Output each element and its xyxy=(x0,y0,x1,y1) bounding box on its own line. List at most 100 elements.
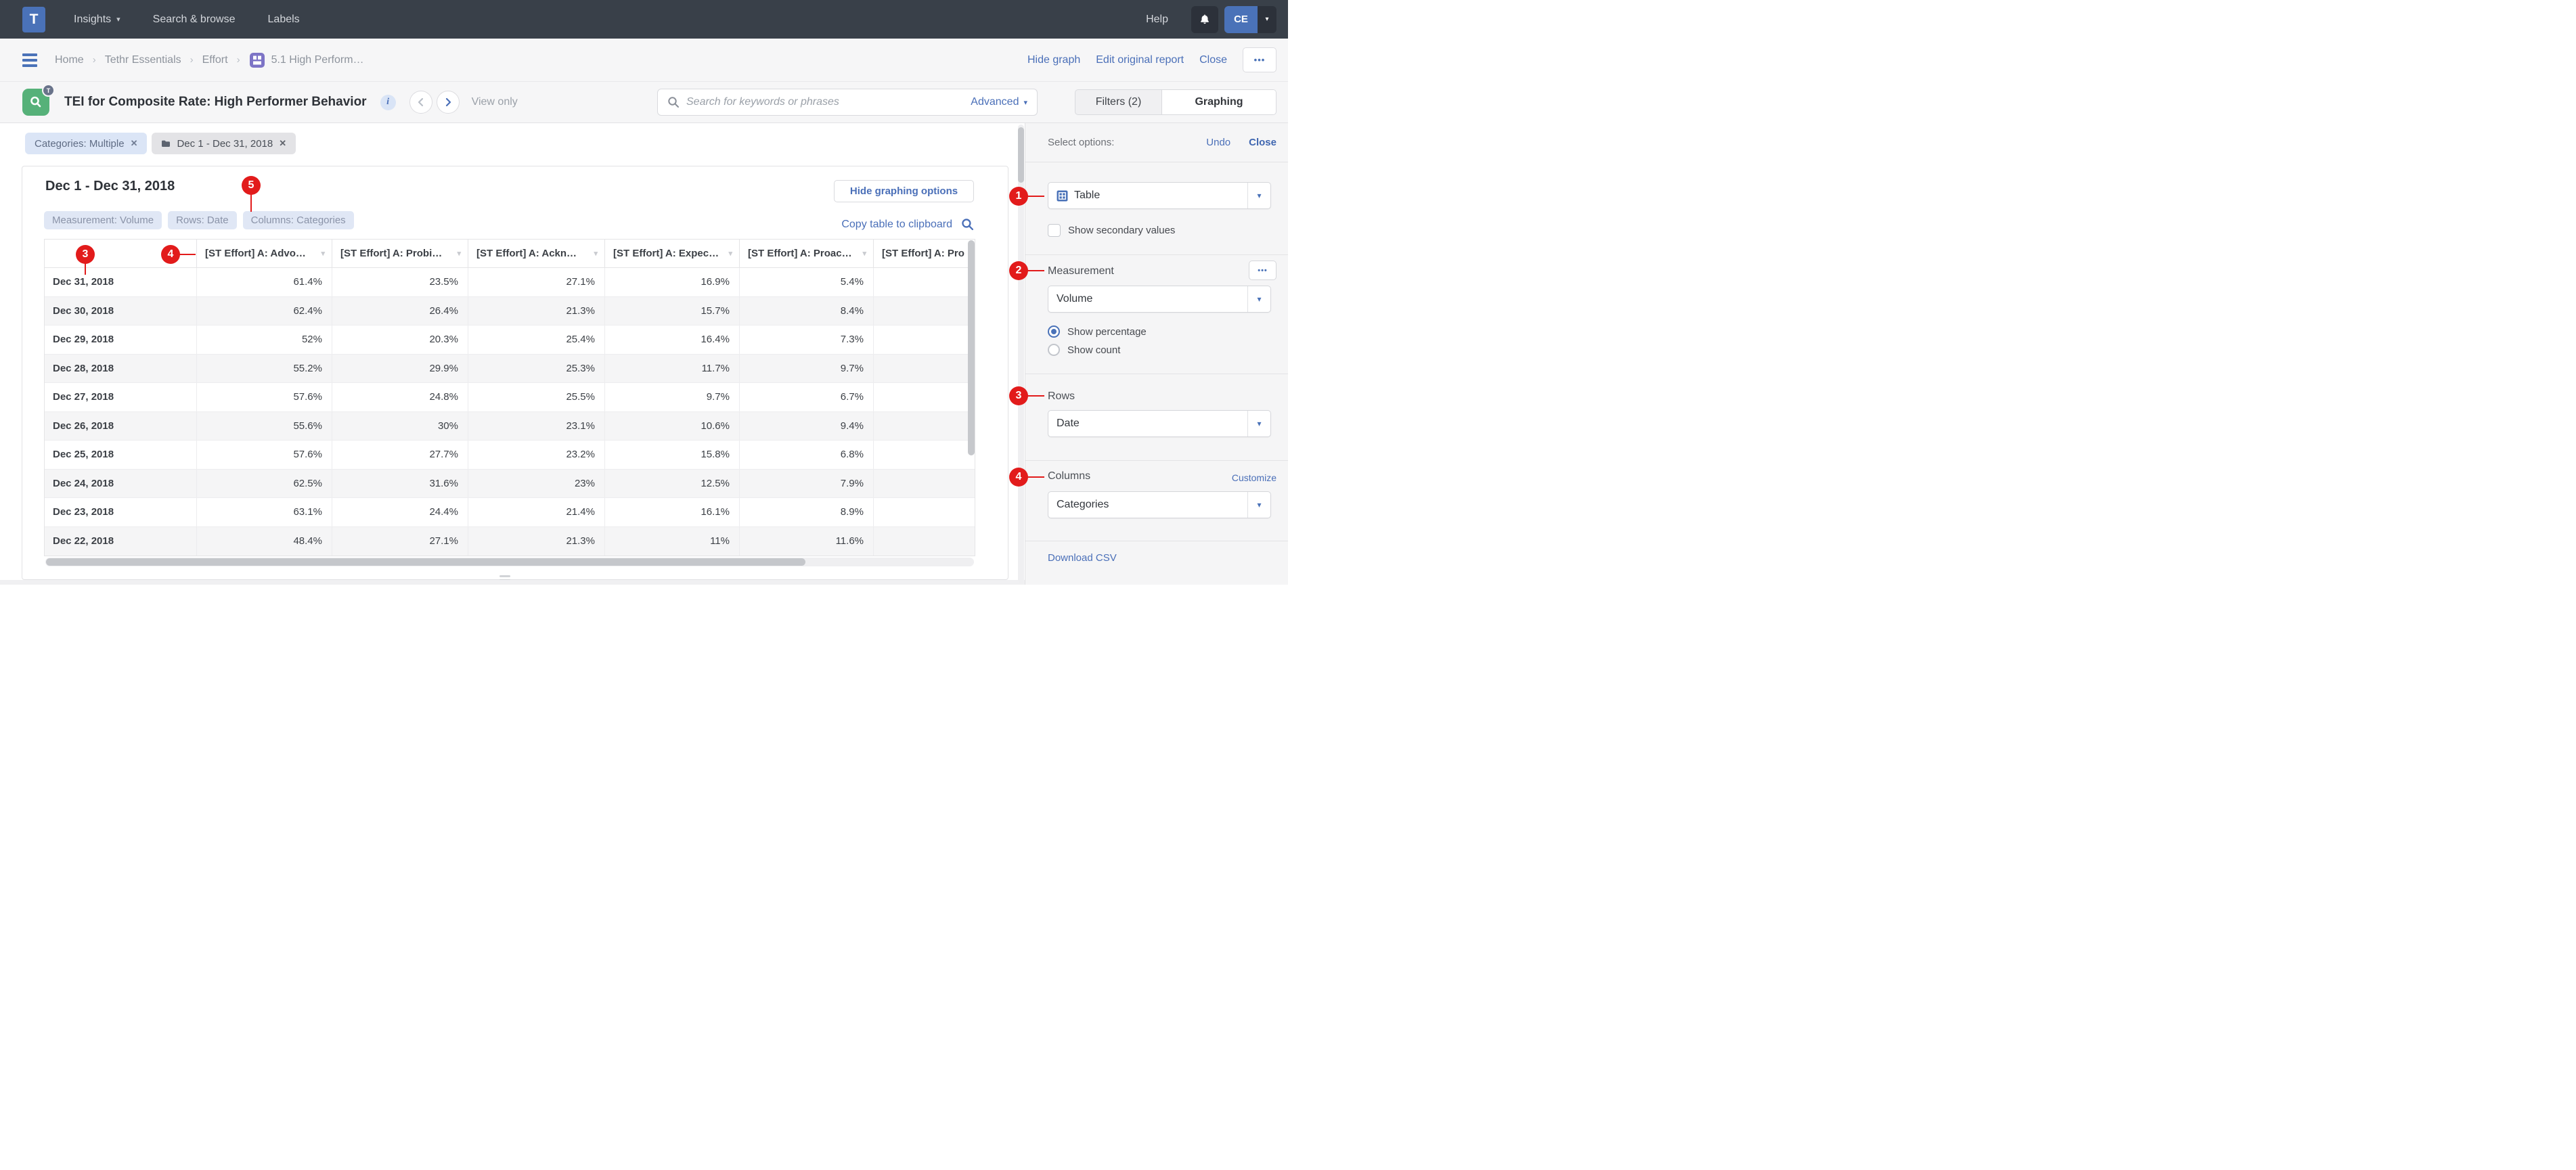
remove-filter-icon[interactable]: ✕ xyxy=(130,138,138,148)
chevron-down-icon[interactable]: ▾ xyxy=(1247,492,1270,518)
main-panel: Categories: Multiple ✕ Dec 1 - Dec 31, 2… xyxy=(0,123,1025,585)
search-input[interactable] xyxy=(686,96,971,108)
chevron-down-icon[interactable]: ▾ xyxy=(1247,183,1270,208)
app-root: T Insights ▾ Search & browse Labels Help… xyxy=(0,0,1288,585)
column-header[interactable]: [ST Effort] A: Probi… ▾ xyxy=(332,240,468,267)
divider xyxy=(1025,254,1288,255)
value-cell: 52% xyxy=(197,325,332,354)
remove-filter-icon[interactable]: ✕ xyxy=(279,138,287,148)
columns-dropdown[interactable]: Categories ▾ xyxy=(1048,491,1271,518)
row-date-cell: Dec 29, 2018 xyxy=(45,325,197,354)
breadcrumb-tethr-essentials[interactable]: Tethr Essentials xyxy=(104,53,181,66)
chevron-down-icon[interactable]: ▾ xyxy=(1258,5,1276,33)
more-icon: ••• xyxy=(1253,55,1266,65)
show-percentage-option[interactable]: Show percentage xyxy=(1048,325,1147,338)
nav-help[interactable]: Help xyxy=(1146,13,1168,25)
sort-icon[interactable]: ▾ xyxy=(321,250,325,258)
column-header[interactable]: [ST Effort] A: Advo… ▾ xyxy=(197,240,332,267)
search-icon[interactable] xyxy=(961,218,974,231)
column-header[interactable]: [ST Effort] A: Ackn… ▾ xyxy=(468,240,605,267)
value-cell: 62.4% xyxy=(197,296,332,325)
edit-original-report-link[interactable]: Edit original report xyxy=(1096,53,1184,66)
close-link[interactable]: Close xyxy=(1199,53,1227,66)
sort-icon[interactable]: ▾ xyxy=(594,250,598,258)
avatar: CE xyxy=(1224,5,1258,33)
value-cell: 25.5% xyxy=(468,383,605,411)
radio-selected-icon[interactable] xyxy=(1048,325,1060,338)
page-scrollbar-track[interactable] xyxy=(1018,125,1024,583)
info-icon[interactable]: i xyxy=(380,94,396,110)
report-toolbar: T TEI for Composite Rate: High Performer… xyxy=(0,82,1288,123)
table-horizontal-scrollbar-track[interactable] xyxy=(45,558,974,566)
tethr-logo[interactable]: T xyxy=(22,6,45,32)
copy-table-link[interactable]: Copy table to clipboard xyxy=(841,218,974,231)
value-cell: 62.5% xyxy=(197,469,332,497)
nav-insights[interactable]: Insights ▾ xyxy=(74,14,120,26)
table-vertical-scrollbar[interactable] xyxy=(968,240,975,455)
previous-button[interactable] xyxy=(409,91,432,114)
content-area: Categories: Multiple ✕ Dec 1 - Dec 31, 2… xyxy=(0,123,1288,585)
advanced-label: Advanced xyxy=(971,96,1019,108)
nav-search-browse[interactable]: Search & browse xyxy=(152,13,236,25)
sort-icon[interactable]: ▾ xyxy=(728,250,732,258)
tab-filters[interactable]: Filters (2) xyxy=(1095,96,1142,108)
column-header[interactable]: [ST Effort] A: Pro xyxy=(874,240,976,267)
sort-icon[interactable]: ▾ xyxy=(862,250,866,258)
menu-icon[interactable] xyxy=(22,53,37,67)
value-cell: 63.1% xyxy=(197,498,332,526)
column-header[interactable]: [ST Effort] A: Expec… ▾ xyxy=(605,240,740,267)
hide-graph-link[interactable]: Hide graph xyxy=(1027,53,1081,66)
sort-icon[interactable]: ▾ xyxy=(457,250,461,258)
annotation-stem xyxy=(1027,270,1044,271)
annotation-badge-2: 2 xyxy=(1009,261,1028,280)
nav-labels[interactable]: Labels xyxy=(267,13,300,25)
download-csv-link[interactable]: Download CSV xyxy=(1048,552,1117,564)
filter-chip-date-range[interactable]: Dec 1 - Dec 31, 2018 ✕ xyxy=(152,133,296,154)
more-options-button[interactable]: ••• xyxy=(1243,47,1276,72)
column-header[interactable]: [ST Effort] A: Proac… ▾ xyxy=(740,240,874,267)
hide-graphing-options-button[interactable]: Hide graphing options xyxy=(834,180,974,202)
rows-value: Date xyxy=(1057,418,1080,429)
customize-link[interactable]: Customize xyxy=(1231,472,1276,483)
account-menu[interactable]: CE ▾ xyxy=(1224,5,1276,33)
value-cell: 6.8% xyxy=(740,441,874,469)
value-cell: 27.7% xyxy=(332,441,468,469)
show-count-option[interactable]: Show count xyxy=(1048,344,1120,356)
chevron-down-icon: ▾ xyxy=(1023,98,1027,107)
select-options-label: Select options: xyxy=(1048,137,1115,148)
chevron-down-icon[interactable]: ▾ xyxy=(1247,411,1270,436)
table-body: Dec 31, 2018 61.4% 23.5% 27.1% 16.9% 5.4% Dec … xyxy=(45,268,975,556)
page-scrollbar-thumb[interactable] xyxy=(1018,127,1024,183)
value-cell: 16.9% xyxy=(605,268,740,296)
breadcrumb-effort[interactable]: Effort xyxy=(202,53,228,66)
chip-columns: Columns: Categories xyxy=(242,211,354,229)
notifications-button[interactable] xyxy=(1191,5,1218,33)
breadcrumb-home[interactable]: Home xyxy=(55,53,84,66)
chevron-left-icon xyxy=(418,97,423,107)
next-button[interactable] xyxy=(436,91,460,114)
value-cell: 31.6% xyxy=(332,469,468,497)
measurement-dropdown[interactable]: Volume ▾ xyxy=(1048,286,1271,313)
advanced-search-toggle[interactable]: Advanced ▾ xyxy=(971,96,1027,108)
close-sidebar-link[interactable]: Close xyxy=(1249,137,1276,148)
value-cell: 61.4% xyxy=(197,268,332,296)
show-secondary-values-option[interactable]: Show secondary values xyxy=(1048,224,1175,237)
secondary-values-checkbox[interactable] xyxy=(1048,224,1061,237)
keyword-search[interactable]: Advanced ▾ xyxy=(657,89,1038,116)
value-cell: 9.7% xyxy=(740,354,874,382)
radio-unselected-icon[interactable] xyxy=(1048,344,1060,356)
breadcrumb-current-report[interactable]: 5.1 High Perform… xyxy=(271,53,364,66)
table-horizontal-scrollbar-thumb[interactable] xyxy=(46,558,805,566)
chart-type-dropdown[interactable]: Table ▾ xyxy=(1048,182,1271,209)
chevron-down-icon[interactable]: ▾ xyxy=(1247,286,1270,312)
filter-chip-label: Dec 1 - Dec 31, 2018 xyxy=(177,137,273,150)
resize-drag-handle[interactable] xyxy=(499,575,510,583)
value-cell: 57.6% xyxy=(197,441,332,469)
measurement-more-button[interactable]: ••• xyxy=(1249,261,1276,280)
tab-graphing[interactable]: Graphing xyxy=(1161,90,1276,114)
rows-dropdown[interactable]: Date ▾ xyxy=(1048,410,1271,437)
undo-link[interactable]: Undo xyxy=(1206,137,1231,148)
value-cell xyxy=(874,527,976,556)
value-cell: 8.4% xyxy=(740,296,874,325)
filter-chip-categories[interactable]: Categories: Multiple ✕ xyxy=(25,133,148,154)
